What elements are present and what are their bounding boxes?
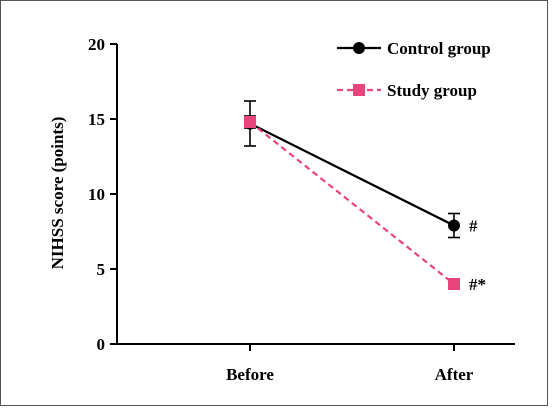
- legend-marker: [353, 84, 365, 96]
- series-line: [249, 121, 455, 285]
- y-tick-label: 10: [88, 185, 105, 204]
- x-tick-label: Before: [226, 365, 274, 384]
- legend-marker: [353, 42, 365, 54]
- x-tick-label: After: [435, 365, 474, 384]
- legend-item: Control group: [337, 39, 491, 58]
- y-tick-label: 15: [88, 110, 105, 129]
- series-line: [249, 122, 455, 227]
- y-axis-label: NIHSS score (points): [48, 117, 67, 270]
- y-tick-label: 20: [88, 35, 105, 54]
- legend-label: Control group: [387, 39, 491, 58]
- legend-item: Study group: [337, 81, 477, 100]
- y-tick-label: 0: [97, 335, 106, 354]
- series-control: #: [244, 100, 478, 239]
- legend: Control group Study group: [337, 39, 491, 100]
- series-layer: # #*: [244, 100, 486, 294]
- annotation-label: #*: [469, 275, 486, 294]
- data-point: [448, 278, 460, 290]
- annotation-label: #: [469, 217, 478, 236]
- y-tick-label: 5: [97, 260, 106, 279]
- chart: 0 5 10 15 20 Before After # #* Control group Stu…: [48, 35, 515, 384]
- series-study: #*: [244, 115, 486, 294]
- axes: 0 5 10 15 20 Before After: [88, 35, 515, 384]
- data-point: [448, 219, 460, 232]
- data-point: [244, 116, 256, 128]
- chart-frame: 0 5 10 15 20 Before After # #* Control group Stu…: [0, 0, 548, 406]
- legend-label: Study group: [387, 81, 477, 100]
